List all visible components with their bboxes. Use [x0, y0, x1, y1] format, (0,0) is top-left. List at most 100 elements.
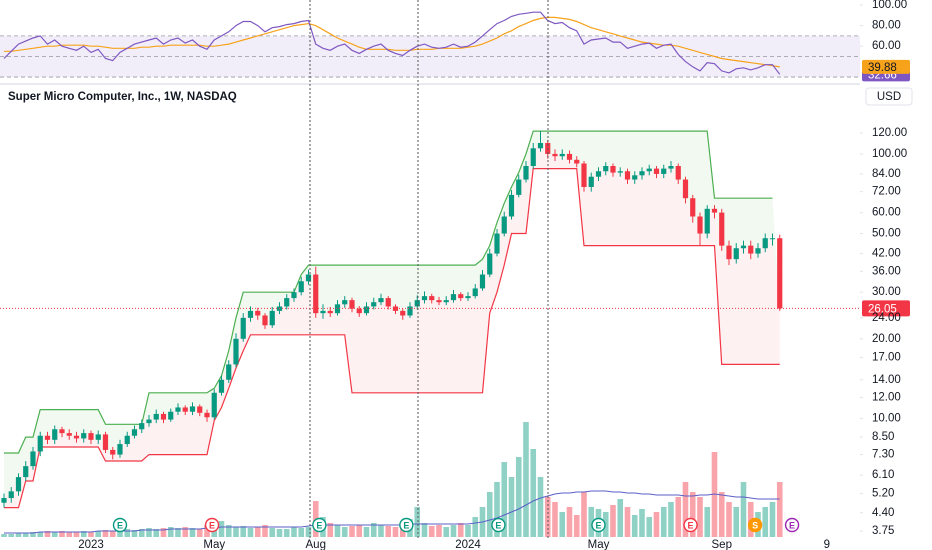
event-label: E: [688, 520, 694, 530]
volume-bar: [334, 525, 341, 537]
candle-body: [588, 176, 594, 187]
candle-body: [124, 435, 130, 445]
candle-body: [675, 166, 681, 180]
x-tick-label: Sep: [712, 539, 732, 550]
rsi-tick-label: 60.00: [872, 40, 901, 52]
event-marker: [204, 517, 220, 533]
candle-body: [574, 159, 580, 164]
candle-body: [204, 412, 210, 418]
candle-body: [146, 419, 152, 424]
candle-body: [37, 435, 43, 452]
y-tick-label: 84.00: [872, 168, 901, 180]
volume-bar: [153, 529, 160, 537]
rsi-tick-label: 100.00: [872, 0, 907, 11]
y-tick-label: 36.00: [872, 265, 901, 277]
candle-body: [704, 208, 710, 234]
candle-body: [487, 253, 493, 275]
volume-bar: [414, 507, 421, 537]
candle-body: [762, 238, 768, 249]
candle-body: [218, 379, 225, 393]
candle-body: [479, 274, 486, 289]
candle-body: [407, 306, 413, 316]
volume-bar: [740, 482, 747, 537]
candle-body: [421, 296, 428, 301]
volume-bar: [704, 507, 711, 537]
y-tick-label: 30.00: [872, 286, 901, 298]
candle-body: [690, 198, 696, 217]
candle-body: [537, 142, 544, 149]
candle-body: [429, 296, 435, 301]
volume-bar: [138, 529, 145, 537]
volume-bar: [668, 502, 674, 537]
candle-body: [313, 274, 319, 314]
volume-ma-line: [4, 490, 780, 534]
volume-bar: [465, 525, 471, 537]
y-tick-label: 3.75: [872, 525, 894, 537]
candle-body: [269, 310, 275, 326]
candle-body: [15, 477, 22, 492]
y-tick-label: 72.00: [872, 186, 901, 198]
volume-bar: [59, 531, 65, 537]
volume-bar: [537, 477, 544, 537]
channel-lower: [4, 168, 780, 509]
candle-body: [327, 310, 333, 314]
candle-body: [262, 315, 268, 326]
currency-box[interactable]: [865, 87, 913, 106]
volume-bar: [298, 528, 305, 537]
candle-body: [73, 435, 80, 439]
volume-bar: [450, 525, 457, 537]
event-label: E: [209, 520, 215, 530]
volume-bar: [443, 527, 450, 537]
candle-body: [646, 168, 652, 172]
candle-body: [523, 166, 529, 180]
candle-body: [349, 300, 355, 309]
candle-body: [697, 216, 703, 234]
volume-bar: [291, 527, 297, 537]
event-marker: [491, 517, 506, 533]
rsi-line: [3, 11, 781, 75]
candle-body: [88, 433, 94, 440]
volume-bar: [378, 525, 384, 537]
rsi-value-tag: [862, 59, 910, 74]
volume-bar: [697, 497, 703, 537]
candle-body: [52, 429, 58, 440]
candle-body: [472, 288, 478, 297]
y-tick-label: 42.00: [872, 248, 901, 260]
event-label: E: [117, 520, 123, 530]
candle-body: [465, 296, 471, 299]
volume-bar: [457, 523, 464, 537]
currency[interactable]: USD: [877, 91, 901, 103]
candle-body: [334, 304, 341, 314]
candle-body: [769, 238, 776, 240]
last-price-label: 26.05: [868, 303, 897, 315]
candle-body: [661, 168, 667, 174]
candle-body: [668, 166, 674, 169]
candle-body: [632, 175, 638, 180]
volume-bar: [8, 534, 15, 537]
event-label: E: [316, 520, 322, 530]
candle-body: [385, 298, 391, 307]
volume-bar: [486, 492, 493, 537]
volume-bar: [385, 526, 392, 537]
volume-bar: [262, 525, 268, 537]
volume-bar: [109, 531, 116, 537]
candle-body: [44, 435, 51, 440]
volume-bar: [349, 526, 355, 537]
channel-lower-fill: [4, 143, 780, 508]
candle-body: [748, 245, 754, 254]
volume-bar: [167, 527, 174, 537]
candle-body: [168, 411, 174, 420]
candle-body: [719, 212, 725, 246]
candle-body: [240, 317, 246, 339]
candle-body: [284, 298, 290, 307]
volume-bar: [646, 517, 653, 537]
axis-labels: 26.05 120.00 100.00 84.00 72.00 60.00 50.00 42.…: [78, 0, 910, 550]
candle-body: [247, 310, 254, 318]
candle-body: [255, 310, 261, 316]
volume-bar: [283, 529, 290, 537]
candle-body: [233, 338, 239, 365]
candle-body: [777, 238, 783, 309]
volume-bar: [73, 532, 80, 537]
